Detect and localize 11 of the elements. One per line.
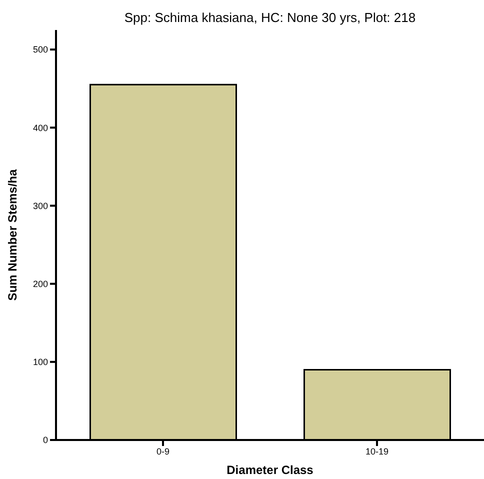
- x-axis-title: Diameter Class: [226, 463, 314, 477]
- y-tick-label: 400: [32, 122, 48, 133]
- chart-title: Spp: Schima khasiana, HC: None 30 yrs, Plot: 218: [123, 10, 417, 25]
- y-tick-label: 500: [32, 44, 48, 55]
- y-tick-label: 0: [42, 435, 48, 446]
- y-tick-label: 200: [32, 279, 48, 290]
- y-tick-label: 100: [32, 357, 48, 368]
- y-tick-label: 300: [32, 200, 48, 211]
- x-tick-label: 0-9: [156, 446, 170, 456]
- x-tick-label: 10-19: [365, 446, 389, 456]
- y-axis-title: Sum Number Stems/ha: [5, 168, 20, 301]
